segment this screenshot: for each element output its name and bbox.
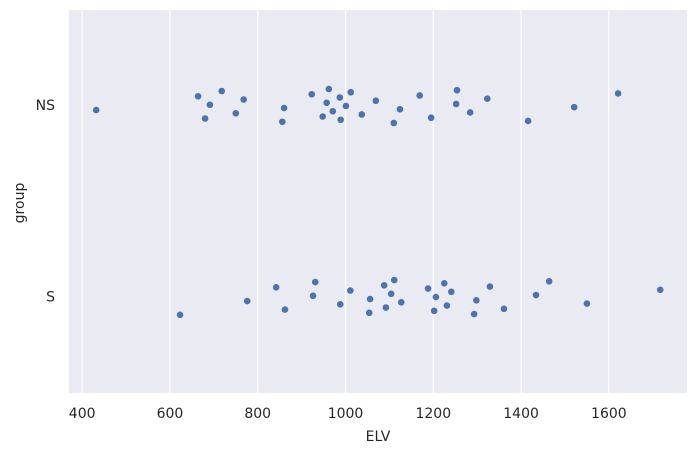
point: [243, 297, 251, 305]
point: [483, 95, 491, 103]
point: [337, 116, 344, 124]
point: [280, 104, 288, 112]
point: [424, 285, 432, 292]
point: [382, 304, 390, 311]
point: [281, 306, 289, 313]
point: [430, 307, 438, 315]
point: [470, 310, 478, 318]
point: [201, 115, 209, 122]
point: [440, 280, 448, 287]
point: [583, 300, 591, 307]
point: [176, 311, 184, 319]
y-tick-label: S: [46, 289, 55, 305]
point: [92, 106, 100, 114]
point: [272, 284, 280, 291]
point: [240, 96, 247, 103]
point: [427, 114, 435, 122]
point: [347, 287, 354, 294]
point: [365, 309, 373, 317]
point: [206, 101, 214, 109]
point: [347, 88, 355, 96]
point: [311, 278, 319, 286]
point: [279, 118, 286, 126]
point: [342, 102, 350, 110]
point: [366, 295, 374, 303]
point: [336, 301, 344, 308]
point: [323, 99, 330, 107]
point: [447, 288, 455, 296]
point: [524, 117, 532, 125]
point: [432, 293, 440, 301]
point: [452, 100, 460, 108]
point: [416, 92, 423, 99]
point: [614, 90, 622, 97]
point: [309, 292, 317, 300]
point: [545, 277, 553, 285]
point: [473, 297, 480, 304]
point: [396, 105, 404, 113]
y-axis-label: group: [12, 183, 28, 224]
point: [570, 103, 578, 111]
point: [390, 119, 398, 127]
point: [656, 286, 664, 294]
x-axis-label: ELV: [366, 429, 391, 445]
x-tick-label: 600: [157, 406, 184, 422]
point: [453, 86, 461, 94]
point: [443, 302, 451, 309]
point: [325, 85, 333, 93]
x-tick-label: 1600: [591, 406, 627, 422]
point: [466, 109, 474, 116]
point: [308, 90, 316, 98]
plot-area: [69, 10, 687, 393]
point: [387, 290, 395, 298]
y-tick-label: NS: [36, 98, 55, 114]
point: [486, 283, 494, 290]
point: [194, 92, 202, 100]
x-tick-label: 800: [244, 406, 271, 422]
point: [319, 113, 326, 120]
point: [329, 107, 337, 115]
x-tick-label: 1200: [415, 406, 451, 422]
x-tick-label: 1400: [503, 406, 539, 422]
point: [380, 282, 388, 289]
x-tick-label: 400: [69, 406, 96, 422]
point: [232, 109, 240, 117]
point: [336, 94, 344, 101]
point: [397, 299, 405, 306]
point: [218, 87, 226, 95]
point: [500, 305, 508, 313]
point: [390, 276, 398, 284]
point: [532, 291, 540, 299]
point: [358, 111, 366, 118]
x-tick-label: 1000: [328, 406, 364, 422]
point: [372, 97, 380, 105]
